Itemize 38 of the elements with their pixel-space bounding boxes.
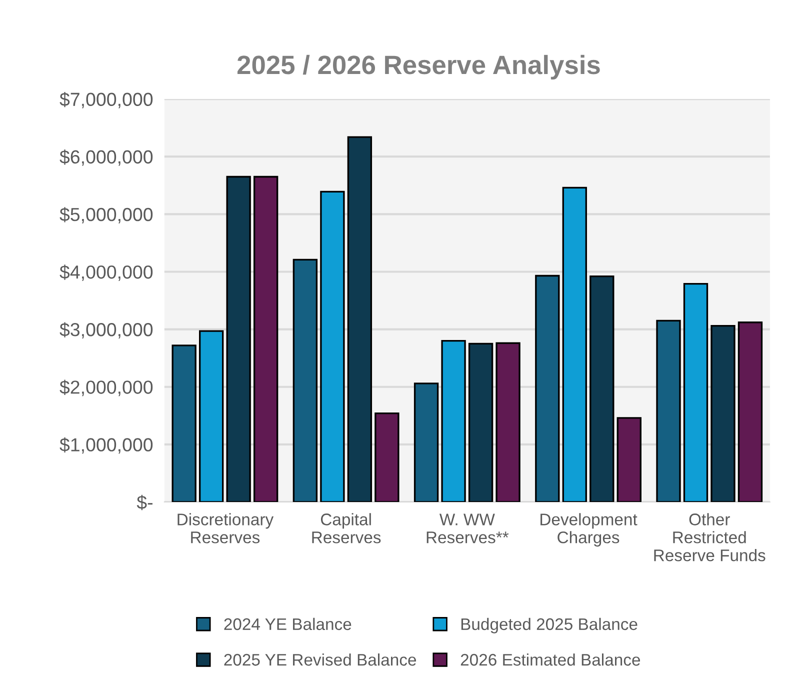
chart-title: 2025 / 2026 Reserve Analysis: [237, 54, 600, 80]
y-tick-label: $-: [136, 494, 152, 510]
bar: [590, 276, 614, 502]
x-tick-label: Other Restricted Reserve Funds: [654, 513, 766, 562]
bar: [468, 342, 494, 502]
bar: [562, 186, 587, 502]
x-tick-label: Development Charges: [540, 513, 638, 547]
legend-label: 2026 Estimated Balance: [460, 653, 640, 666]
x-tick-label: Capital Reserves: [312, 513, 381, 544]
bar: [253, 176, 278, 502]
bar: [347, 136, 372, 502]
bar: [656, 320, 681, 502]
bar: [683, 282, 708, 502]
x-tick-label: W. WW Reserves**: [426, 514, 509, 544]
y-tick-label: $4,000,000: [60, 264, 153, 281]
bar: [198, 330, 224, 502]
bar: [496, 342, 520, 502]
bar: [374, 412, 400, 502]
y-tick-label: $6,000,000: [60, 150, 153, 166]
bar: [414, 382, 439, 502]
bar: [710, 325, 736, 502]
bar: [616, 417, 642, 502]
y-tick-label: $5,000,000: [60, 207, 153, 224]
bar: [441, 340, 466, 502]
legend-label: 2024 YE Balance: [224, 618, 352, 630]
y-tick-label: $1,000,000: [60, 437, 153, 454]
y-tick-label: $3,000,000: [60, 322, 153, 338]
bar: [535, 274, 560, 502]
y-tick-label: $7,000,000: [60, 92, 153, 108]
bar: [292, 258, 318, 502]
y-tick-label: $2,000,000: [60, 380, 153, 396]
bar: [226, 176, 251, 502]
bar: [172, 344, 196, 502]
x-tick-label: Discretionary Reserves: [178, 513, 274, 544]
bar: [320, 190, 345, 502]
legend-label: Budgeted 2025 Balance: [461, 618, 638, 634]
bar: [738, 322, 763, 502]
legend-label: 2025 YE Revised Balance: [224, 653, 416, 666]
